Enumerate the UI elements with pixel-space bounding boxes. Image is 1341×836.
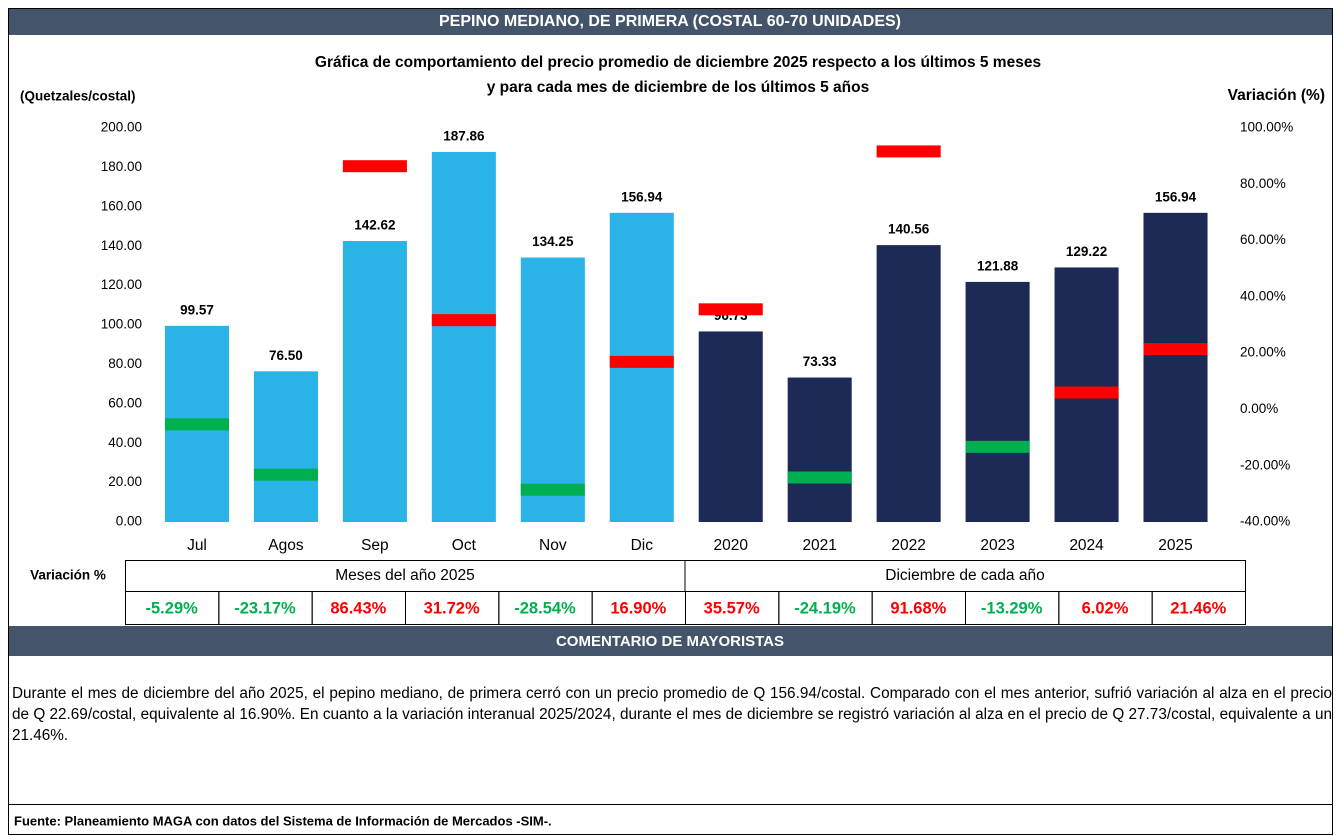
- y2-tick-label: -40.00%: [1240, 514, 1290, 529]
- table-variation: -5.29%: [146, 599, 199, 617]
- x-tick-label: 2020: [713, 537, 748, 554]
- y2-tick-label: 0.00%: [1240, 401, 1278, 416]
- table-variation: 91.68%: [890, 599, 946, 617]
- bar: [876, 245, 941, 522]
- x-tick-label: 2025: [1158, 537, 1192, 554]
- bar: [431, 151, 496, 522]
- variation-marker: [787, 471, 852, 484]
- variation-marker: [342, 160, 407, 173]
- header-title: PEPINO MEDIANO, DE PRIMERA (COSTAL 60-70…: [439, 13, 901, 30]
- y-tick-label: 140.00: [101, 238, 142, 253]
- bar: [787, 377, 852, 522]
- bar-value-label: 142.62: [354, 218, 395, 233]
- y2-tick-label: 60.00%: [1240, 232, 1286, 247]
- y2-axis-label: Variación (%): [1228, 87, 1325, 104]
- bar: [1143, 212, 1208, 523]
- x-tick-label: 2023: [980, 537, 1014, 554]
- x-tick-label: 2021: [802, 537, 836, 554]
- variation-marker: [253, 468, 318, 481]
- x-tick-label: Oct: [452, 537, 477, 554]
- y-tick-label: 80.00: [108, 356, 142, 371]
- bar-value-label: 156.94: [1155, 189, 1197, 204]
- chart-title: Gráfica de comportamiento del precio pro…: [315, 54, 1041, 71]
- variation-marker: [164, 418, 230, 431]
- y-axis-label: (Quetzales/costal): [20, 89, 136, 104]
- y2-tick-label: 20.00%: [1240, 345, 1286, 360]
- footer-source: Fuente: Planeamiento MAGA con datos del …: [14, 813, 552, 828]
- comment-text: Durante el mes de diciembre del año 2025…: [12, 685, 1332, 744]
- header-bar: [9, 9, 1332, 35]
- y-tick-label: 120.00: [101, 277, 142, 292]
- variation-marker: [609, 355, 674, 368]
- bar: [698, 331, 763, 522]
- table-variation: 31.72%: [424, 599, 480, 617]
- bar: [965, 281, 1030, 522]
- table-variation: 86.43%: [330, 599, 386, 617]
- bar-value-label: 129.22: [1066, 244, 1107, 259]
- y-tick-label: 0.00: [116, 514, 142, 529]
- variation-marker: [876, 145, 941, 158]
- comment-bar: [9, 626, 1332, 656]
- table-variation: 6.02%: [1082, 599, 1129, 617]
- bar-value-label: 140.56: [888, 222, 930, 237]
- x-tick-label: 2024: [1069, 537, 1104, 554]
- variation-marker: [520, 483, 585, 496]
- y-tick-label: 180.00: [101, 159, 142, 174]
- variation-marker: [1054, 386, 1119, 399]
- y-tick-label: 40.00: [108, 435, 142, 450]
- bar: [253, 371, 318, 522]
- bar: [342, 241, 407, 522]
- x-tick-label: Nov: [539, 537, 567, 554]
- x-tick-label: Jul: [187, 537, 207, 554]
- table-variation: 21.46%: [1170, 599, 1226, 617]
- bar-value-label: 76.50: [269, 348, 303, 363]
- chart-title: y para cada mes de diciembre de los últi…: [487, 79, 869, 96]
- y2-tick-label: 100.00%: [1240, 120, 1293, 135]
- bar: [520, 257, 585, 522]
- bar-value-label: 73.33: [803, 354, 837, 369]
- y-tick-label: 100.00: [101, 317, 142, 332]
- table-variation: -28.54%: [514, 599, 576, 617]
- table-group-label: Meses del año 2025: [335, 567, 475, 584]
- table-cell: [1151, 591, 1246, 625]
- table-variation: 35.57%: [704, 599, 760, 617]
- variation-marker: [698, 303, 763, 316]
- y2-tick-label: -20.00%: [1240, 457, 1290, 472]
- bar-value-label: 99.57: [180, 302, 214, 317]
- bar-value-label: 134.25: [532, 234, 574, 249]
- y2-tick-label: 40.00%: [1240, 288, 1286, 303]
- variation-marker: [1143, 343, 1208, 356]
- table-variation: -23.17%: [234, 599, 296, 617]
- x-tick-label: Agos: [268, 537, 304, 554]
- y-tick-label: 20.00: [108, 474, 142, 489]
- table-row-label: Variación %: [30, 568, 106, 583]
- bar-value-label: 156.94: [621, 189, 663, 204]
- table-variation: 16.90%: [610, 599, 666, 617]
- y2-tick-label: 80.00%: [1240, 176, 1286, 191]
- x-tick-label: Dic: [631, 537, 654, 554]
- bar-value-label: 187.86: [443, 128, 485, 143]
- comment-title: COMENTARIO DE MAYORISTAS: [556, 633, 784, 650]
- y-tick-label: 60.00: [108, 395, 142, 410]
- variation-marker: [965, 440, 1030, 453]
- bar-value-label: 121.88: [977, 258, 1019, 273]
- x-tick-label: Sep: [361, 537, 389, 554]
- frame: [8, 8, 1333, 835]
- table-group-label: Diciembre de cada año: [885, 567, 1044, 584]
- variation-marker: [431, 314, 496, 327]
- table-variation: -24.19%: [794, 599, 856, 617]
- x-tick-label: 2022: [891, 537, 925, 554]
- table-variation: -13.29%: [981, 599, 1043, 617]
- y-tick-label: 160.00: [101, 198, 142, 213]
- y-tick-label: 200.00: [101, 120, 142, 135]
